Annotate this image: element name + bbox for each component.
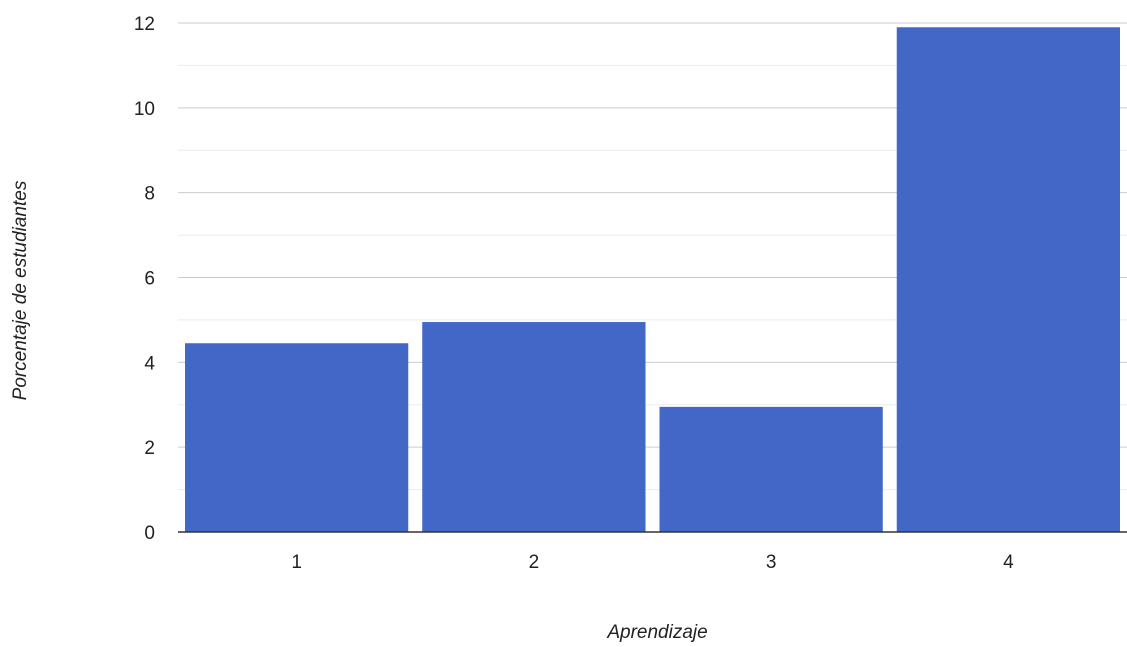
bar-3 [659,406,883,532]
y-tick-label: 0 [144,523,155,544]
y-tick-label: 8 [144,184,155,205]
y-axis-ticks: 0 2 4 6 8 10 12 [134,14,156,544]
y-tick-label: 4 [144,353,155,374]
y-tick-label: 2 [144,438,155,459]
bar-1 [185,343,409,532]
x-axis-ticks: 1 2 3 4 [291,552,1014,573]
x-axis-title: Aprendizaje [606,622,707,643]
y-tick-label: 6 [144,269,155,290]
y-axis-title: Porcentaje de estudiantes [10,180,31,400]
bar-2 [422,322,646,532]
bars [185,27,1120,532]
x-tick-label: 1 [291,552,302,573]
y-tick-label: 10 [134,99,155,120]
x-tick-label: 4 [1003,552,1014,573]
x-tick-label: 2 [529,552,540,573]
bar-4 [896,27,1120,532]
y-tick-label: 12 [134,14,155,35]
x-tick-label: 3 [766,552,777,573]
